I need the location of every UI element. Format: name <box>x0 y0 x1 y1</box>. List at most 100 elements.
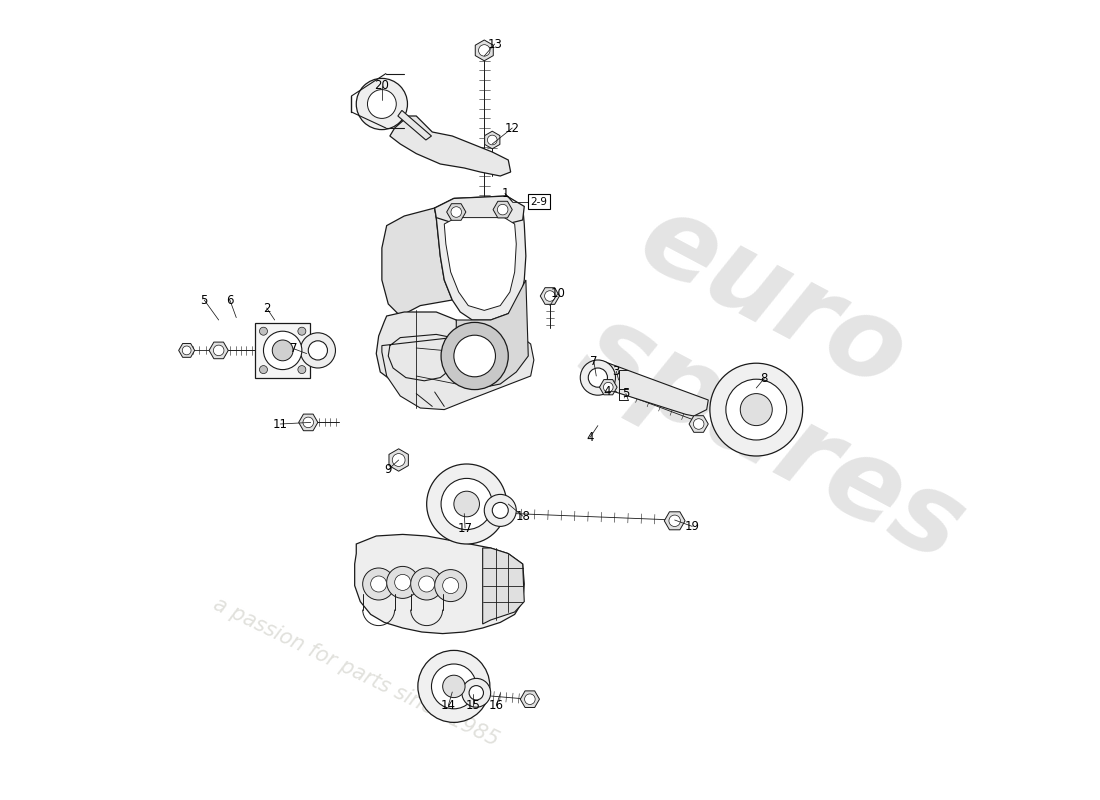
Text: 4: 4 <box>586 431 594 444</box>
Circle shape <box>363 568 395 600</box>
Text: 3: 3 <box>613 365 620 378</box>
Circle shape <box>260 366 267 374</box>
Circle shape <box>410 568 442 600</box>
Circle shape <box>497 204 508 215</box>
Circle shape <box>442 578 459 594</box>
Polygon shape <box>444 218 516 310</box>
Polygon shape <box>434 196 525 224</box>
Text: 8: 8 <box>760 372 768 385</box>
Circle shape <box>302 417 313 428</box>
Circle shape <box>300 333 336 368</box>
Polygon shape <box>389 449 408 471</box>
Polygon shape <box>600 379 617 395</box>
Polygon shape <box>456 280 528 387</box>
Circle shape <box>387 566 419 598</box>
Circle shape <box>367 90 396 118</box>
Text: 2-9: 2-9 <box>530 197 547 206</box>
Circle shape <box>427 464 507 544</box>
Circle shape <box>544 290 556 302</box>
Circle shape <box>273 340 293 361</box>
Polygon shape <box>178 343 195 358</box>
Polygon shape <box>493 202 513 218</box>
Circle shape <box>213 345 224 356</box>
Circle shape <box>264 331 301 370</box>
Circle shape <box>525 694 535 705</box>
Circle shape <box>431 664 476 709</box>
Circle shape <box>434 570 466 602</box>
Polygon shape <box>540 288 560 304</box>
Circle shape <box>588 368 607 387</box>
Text: 16: 16 <box>488 699 504 712</box>
Circle shape <box>726 379 786 440</box>
Circle shape <box>693 418 704 430</box>
Text: 1: 1 <box>502 187 509 200</box>
Circle shape <box>604 382 613 392</box>
Circle shape <box>418 650 490 722</box>
Circle shape <box>260 327 267 335</box>
Circle shape <box>493 502 508 518</box>
Circle shape <box>419 576 435 592</box>
Text: 10: 10 <box>550 287 565 300</box>
Text: 7: 7 <box>290 342 298 355</box>
Polygon shape <box>376 312 460 388</box>
Polygon shape <box>389 116 510 176</box>
Polygon shape <box>475 40 493 61</box>
Circle shape <box>183 346 191 354</box>
Bar <box>255 323 310 378</box>
Text: 17: 17 <box>458 522 473 534</box>
Circle shape <box>740 394 772 426</box>
Circle shape <box>441 322 508 390</box>
Polygon shape <box>485 131 499 149</box>
Polygon shape <box>434 196 526 320</box>
Circle shape <box>469 686 484 700</box>
Text: 11: 11 <box>273 418 288 430</box>
Text: 15: 15 <box>465 699 481 712</box>
Text: 7: 7 <box>590 355 597 368</box>
Circle shape <box>451 206 462 218</box>
Polygon shape <box>483 548 525 624</box>
Circle shape <box>484 494 516 526</box>
Circle shape <box>669 515 681 526</box>
Circle shape <box>441 478 493 530</box>
Circle shape <box>308 341 328 360</box>
Text: 20: 20 <box>374 79 389 92</box>
Polygon shape <box>382 208 452 316</box>
Circle shape <box>371 576 387 592</box>
Circle shape <box>393 454 405 466</box>
Polygon shape <box>689 416 708 432</box>
Circle shape <box>454 491 480 517</box>
Text: euro
spares: euro spares <box>564 184 1041 584</box>
Text: 13: 13 <box>487 38 502 50</box>
Polygon shape <box>299 414 318 430</box>
Circle shape <box>395 574 410 590</box>
Text: 14: 14 <box>441 699 455 712</box>
Text: a passion for parts since 1985: a passion for parts since 1985 <box>210 594 503 750</box>
Circle shape <box>478 45 490 56</box>
Polygon shape <box>520 691 539 707</box>
Polygon shape <box>209 342 229 358</box>
Text: 6: 6 <box>227 294 233 306</box>
Polygon shape <box>664 512 685 530</box>
Circle shape <box>710 363 803 456</box>
Polygon shape <box>398 110 431 140</box>
Circle shape <box>442 675 465 698</box>
Text: 9: 9 <box>385 463 392 476</box>
Text: 5: 5 <box>200 294 208 306</box>
Text: 2: 2 <box>263 302 271 314</box>
Circle shape <box>454 335 495 377</box>
Text: 4: 4 <box>604 385 612 398</box>
Circle shape <box>462 678 491 707</box>
Polygon shape <box>447 204 466 220</box>
Circle shape <box>298 366 306 374</box>
Circle shape <box>356 78 407 130</box>
Circle shape <box>487 135 497 145</box>
Circle shape <box>581 360 616 395</box>
Text: 18: 18 <box>515 510 530 522</box>
Text: 19: 19 <box>685 520 700 533</box>
Polygon shape <box>382 334 534 410</box>
Circle shape <box>298 327 306 335</box>
Text: 5: 5 <box>623 387 629 400</box>
Polygon shape <box>354 534 525 634</box>
Text: 12: 12 <box>505 122 520 134</box>
Polygon shape <box>596 362 708 416</box>
